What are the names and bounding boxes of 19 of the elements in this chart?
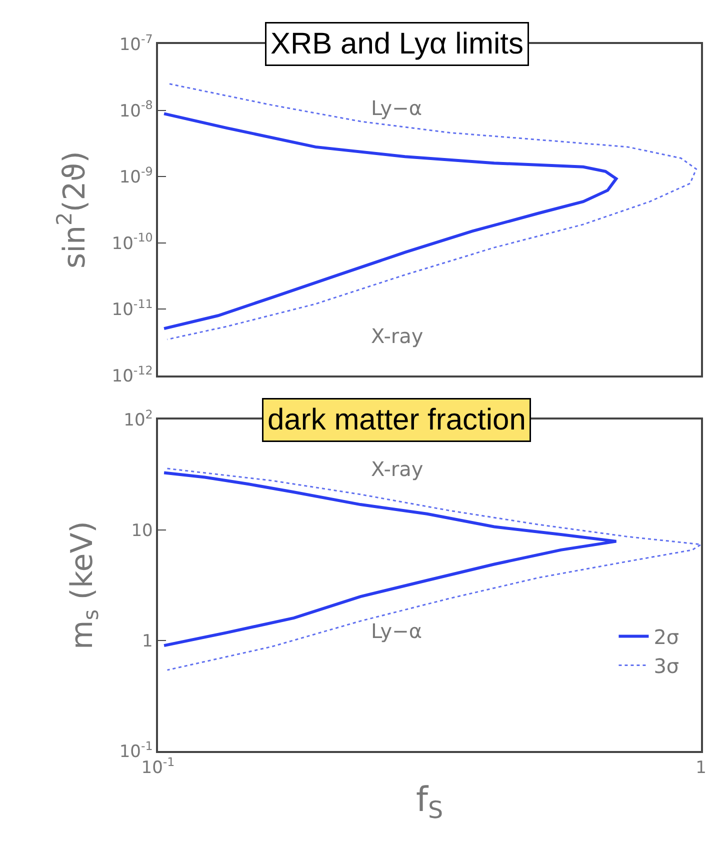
y-tick-label: 10$^{-7}$ [119, 32, 153, 55]
y-tick-label: 1 [142, 631, 153, 652]
y-tick-label: 10$^{-10}$ [112, 230, 153, 254]
y-tick-label: 10$^{-11}$ [112, 297, 153, 320]
annotation: X-ray [371, 324, 424, 348]
chart-title: dark matter fraction [268, 404, 526, 436]
annotation: Ly−α [371, 96, 422, 120]
y-tick-label: 10 [131, 520, 153, 541]
legend-label: 3σ [654, 654, 680, 678]
y-tick-label: 10$^{-12}$ [112, 363, 153, 386]
chart-title: XRB and Lyα limits [270, 28, 524, 60]
y-tick-label: 10$^{-9}$ [119, 164, 153, 188]
x-axis-title: f$_{S}$ [416, 780, 444, 824]
y-tick-label: 10$^{-8}$ [119, 98, 153, 122]
annotation: Ly−α [371, 619, 422, 643]
y-tick-label: 10$^{-1}$ [119, 738, 153, 762]
annotation: X-ray [371, 457, 424, 481]
y-tick-label: 10$^{2}$ [124, 407, 153, 430]
legend-label: 2σ [654, 625, 680, 649]
